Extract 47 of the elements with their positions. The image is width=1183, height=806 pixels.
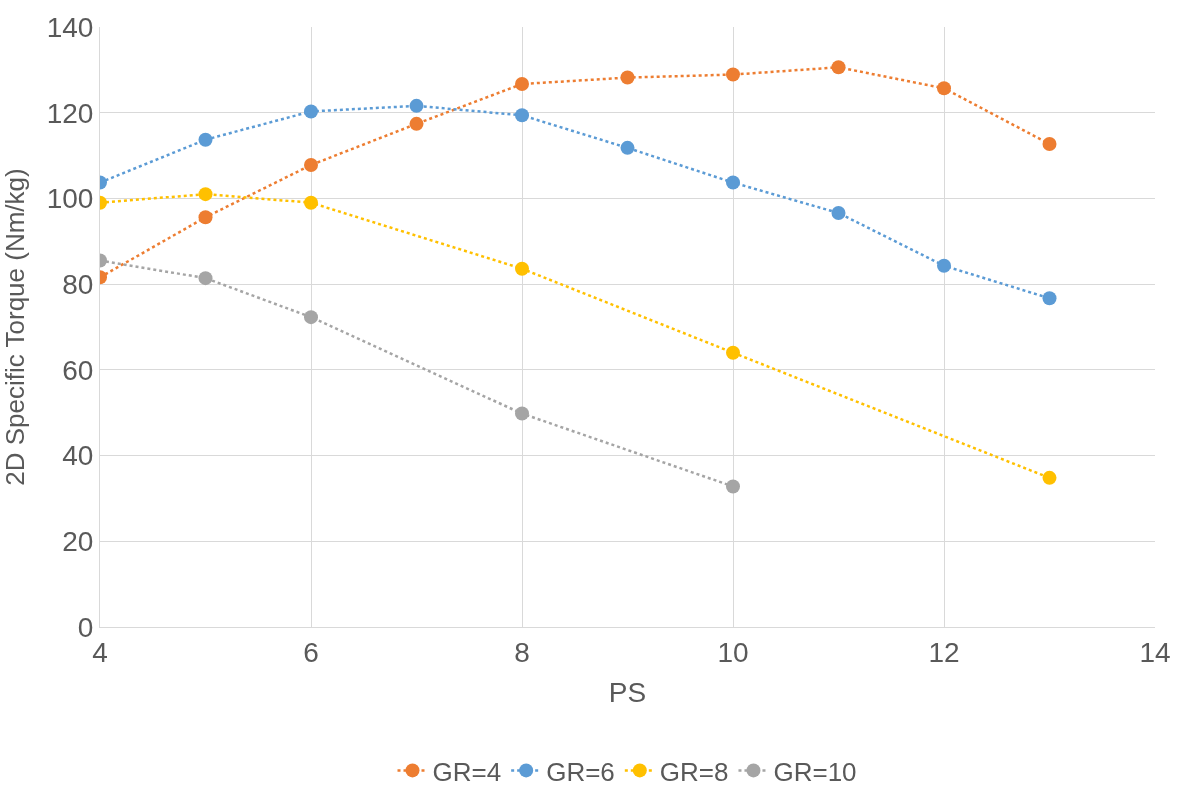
y-tick-label: 120 xyxy=(46,97,94,129)
point xyxy=(198,271,213,286)
x-tick-label: 6 xyxy=(303,636,319,668)
point xyxy=(515,108,529,123)
y-tick-label: 80 xyxy=(62,268,94,300)
point xyxy=(198,210,213,225)
y-tick-label: 140 xyxy=(46,11,94,43)
x-tick-label: 8 xyxy=(514,636,530,668)
point xyxy=(937,81,951,96)
point xyxy=(409,116,424,131)
point xyxy=(304,104,318,119)
point xyxy=(726,345,740,360)
x-tick-label: 4 xyxy=(92,636,108,668)
legend-label: GR=8 xyxy=(659,756,729,787)
point xyxy=(515,261,529,276)
point xyxy=(620,140,635,155)
x-axis-title: PS xyxy=(608,676,647,708)
point xyxy=(304,310,318,325)
x-tick-label: 14 xyxy=(1139,636,1171,668)
y-tick-label: 100 xyxy=(46,183,94,215)
y-axis-title: 2D Specific Torque (Nm/kg) xyxy=(0,168,30,486)
legend-label: GR=4 xyxy=(432,756,502,787)
point xyxy=(198,187,213,202)
point xyxy=(515,406,529,421)
point xyxy=(304,158,318,172)
y-tick-label: 60 xyxy=(62,354,94,386)
y-tick-label: 20 xyxy=(62,526,94,558)
point xyxy=(726,479,740,494)
point xyxy=(409,98,424,113)
point xyxy=(937,258,951,273)
legend-label: GR=10 xyxy=(773,756,857,787)
point xyxy=(726,67,740,82)
y-tick-label: 40 xyxy=(62,440,94,472)
point xyxy=(304,195,318,210)
y-tick-label: 0 xyxy=(77,611,94,643)
point xyxy=(620,70,635,85)
point xyxy=(1042,291,1057,306)
x-tick-label: 10 xyxy=(717,636,749,668)
point xyxy=(198,132,213,147)
point xyxy=(1042,137,1057,151)
point xyxy=(831,60,846,75)
point xyxy=(515,77,529,91)
point xyxy=(726,175,740,190)
x-tick-label: 12 xyxy=(928,636,960,668)
point xyxy=(831,206,846,220)
legend-label: GR=6 xyxy=(546,756,615,787)
point xyxy=(1042,470,1057,485)
